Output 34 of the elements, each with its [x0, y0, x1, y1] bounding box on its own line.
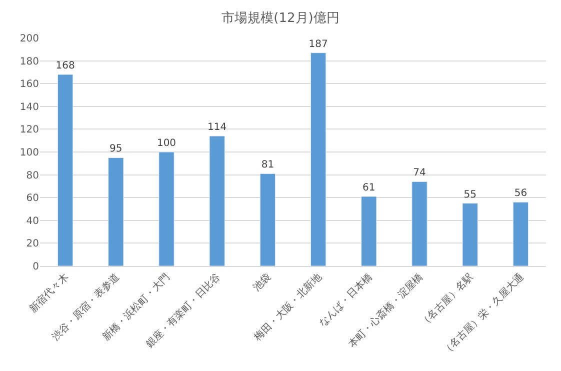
- data-label: 74: [413, 168, 426, 179]
- bar: [512, 202, 529, 266]
- y-tick-label: 180: [20, 56, 39, 68]
- bar: [209, 136, 225, 266]
- bar: [108, 157, 124, 266]
- data-label: 114: [208, 122, 227, 134]
- y-tick-label: 160: [20, 79, 39, 90]
- data-label: 56: [514, 188, 528, 200]
- x-tick-label: 新宿代々木: [27, 271, 71, 316]
- bar: [158, 152, 174, 266]
- y-tick-label: 100: [20, 148, 39, 158]
- y-tick-label: 140: [20, 102, 39, 113]
- data-label: 95: [110, 144, 122, 155]
- chart-title: 市場規模(12月)億円: [222, 11, 340, 26]
- y-tick-label: 40: [26, 216, 39, 227]
- y-tick-label: 80: [26, 170, 39, 182]
- data-label: 55: [464, 189, 476, 200]
- data-label: 81: [261, 160, 274, 171]
- bar: [57, 74, 74, 266]
- data-label: 61: [362, 182, 376, 194]
- data-label: 100: [156, 138, 176, 149]
- y-tick-label: 0: [32, 262, 39, 272]
- y-tick-label: 60: [26, 193, 39, 204]
- y-tick-label: 200: [20, 34, 39, 44]
- data-label: 187: [308, 38, 328, 50]
- x-tick-label: 池袋: [250, 271, 274, 294]
- bar: [462, 203, 478, 266]
- bar: [412, 181, 428, 266]
- bar: [361, 196, 377, 266]
- bar: [260, 173, 276, 266]
- y-tick-label: 120: [20, 124, 39, 136]
- data-label: 168: [56, 60, 75, 72]
- bar: [310, 52, 326, 266]
- y-tick-label: 20: [26, 238, 39, 250]
